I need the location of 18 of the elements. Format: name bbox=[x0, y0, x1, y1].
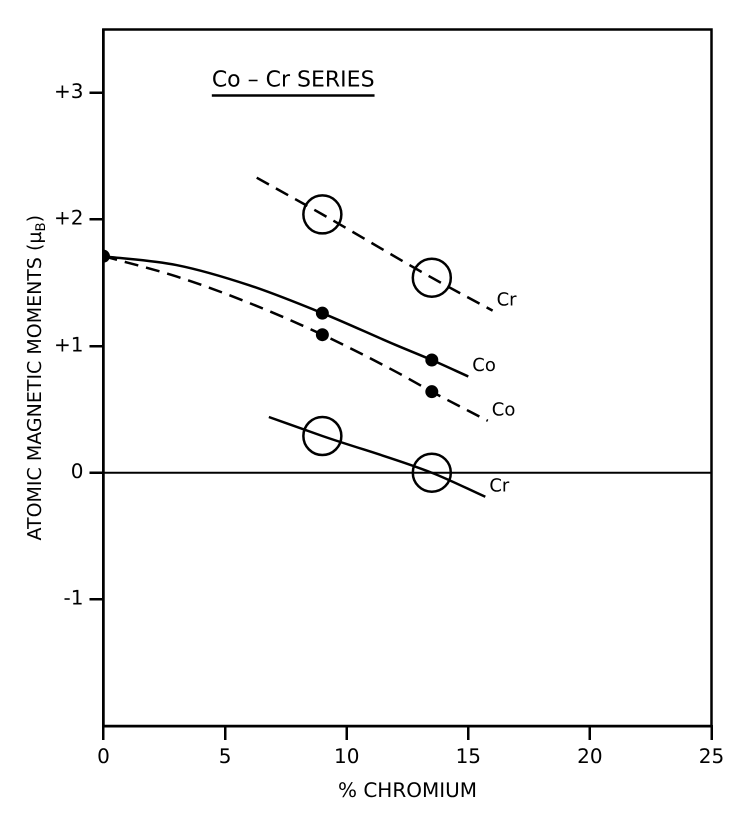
x-tick-label: 5 bbox=[218, 744, 232, 768]
x-tick-label: 15 bbox=[456, 744, 482, 768]
x-tick-label: 20 bbox=[577, 744, 603, 768]
series-label: Cr bbox=[489, 475, 510, 496]
x-tick-label: 0 bbox=[97, 744, 110, 768]
y-tick-label: +2 bbox=[54, 206, 84, 230]
x-tick-label: 25 bbox=[698, 744, 724, 768]
series-label: Cr bbox=[496, 289, 518, 310]
series-label: Co bbox=[492, 399, 516, 420]
y-axis-title: ATOMIC MAGNETIC MOMENTS (μB) bbox=[24, 214, 50, 541]
text: Co – Cr SERIES bbox=[212, 67, 375, 92]
series-label: Co bbox=[472, 355, 496, 376]
y-tick-label: +1 bbox=[54, 332, 84, 356]
y-tick-label: 0 bbox=[70, 458, 84, 483]
x-axis-title: % CHROMIUM bbox=[338, 778, 478, 802]
x-tick-label: 10 bbox=[334, 744, 360, 768]
y-tick-label: -1 bbox=[64, 586, 84, 610]
y-tick-label: +3 bbox=[54, 79, 84, 104]
